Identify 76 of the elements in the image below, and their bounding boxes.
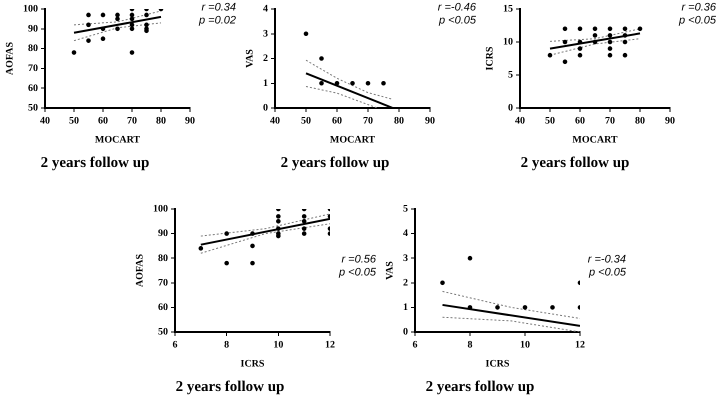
y-tick-label: 1	[263, 78, 268, 89]
y-tick-label: 4	[263, 4, 268, 15]
y-tick-label: 5	[508, 70, 513, 81]
y-axis-title: VAS	[244, 48, 256, 68]
text: p <0.05	[678, 14, 717, 27]
text: 2 years follow up	[280, 154, 390, 171]
x-tick-label: 90	[665, 116, 675, 127]
text: p <0.05	[338, 266, 377, 279]
text: p <0.05	[588, 266, 627, 279]
x-tick-label: 8	[468, 340, 472, 351]
y-tick-label: 15	[503, 4, 513, 15]
y-tick-label: 100	[153, 204, 168, 215]
y-tick-label: 80	[28, 43, 38, 54]
text: p <0.05	[438, 14, 477, 27]
y-tick-label: 70	[158, 277, 168, 288]
x-axis-title: ICRS	[486, 358, 510, 370]
x-tick-label: 10	[520, 340, 530, 351]
text: p =0.02	[198, 14, 236, 27]
y-tick-label: 60	[28, 82, 38, 94]
y-tick-label: 2	[403, 277, 408, 288]
x-tick-label: 70	[127, 116, 137, 127]
x-axis-title: ICRS	[240, 358, 265, 370]
x-tick-label: 12	[325, 340, 335, 351]
x-tick-label: 6	[172, 340, 178, 351]
x-tick-label: 50	[545, 116, 555, 127]
y-tick-label: 3	[263, 28, 268, 40]
x-tick-label: 90	[185, 116, 195, 127]
y-axis-title: AOFAS	[4, 41, 16, 76]
text: r =0.36	[681, 2, 717, 14]
y-tick-label: 4	[403, 228, 408, 240]
x-tick-label: 60	[575, 116, 585, 127]
y-tick-label: 0	[263, 102, 268, 114]
y-tick-label: 5	[403, 204, 408, 215]
text: r =-0.34	[588, 254, 626, 266]
y-tick-label: 50	[28, 102, 38, 114]
y-tick-label: 2	[263, 53, 268, 64]
y-tick-label: 90	[158, 228, 168, 240]
text: r =0.34	[201, 2, 236, 14]
x-axis-title: MOCART	[572, 134, 618, 146]
y-axis-title: VAS	[384, 260, 396, 280]
x-tick-label: 70	[605, 116, 615, 127]
x-tick-label: 80	[635, 116, 645, 127]
y-tick-label: 0	[508, 102, 513, 114]
y-tick-label: 60	[158, 302, 168, 313]
y-tick-label: 10	[503, 36, 513, 48]
x-tick-label: 12	[575, 340, 585, 351]
y-axis-title: ICRS	[484, 46, 496, 70]
x-tick-label: 70	[363, 116, 373, 127]
text: 2 years follow up	[520, 154, 630, 171]
x-tick-label: 60	[332, 116, 342, 127]
y-tick-label: 50	[158, 326, 168, 338]
x-tick-label: 8	[224, 340, 230, 351]
y-tick-label: 1	[403, 302, 408, 313]
y-tick-label: 0	[403, 326, 408, 338]
x-tick-label: 50	[301, 116, 311, 127]
x-tick-label: 6	[412, 340, 418, 351]
x-axis-title: MOCART	[94, 134, 140, 146]
x-tick-label: 40	[515, 116, 525, 127]
y-tick-label: 3	[403, 252, 408, 264]
y-tick-label: 80	[158, 252, 168, 264]
text: 2 years follow up	[176, 378, 284, 395]
text: 2 years follow up	[426, 378, 534, 395]
y-tick-label: 100	[23, 4, 38, 15]
text: r =-0.46	[438, 2, 477, 14]
text: r =0.56	[341, 254, 377, 266]
x-tick-label: 60	[98, 116, 108, 127]
y-tick-label: 70	[28, 62, 38, 74]
x-tick-label: 50	[69, 116, 79, 127]
x-tick-label: 40	[270, 116, 280, 127]
x-tick-label: 10	[273, 340, 284, 351]
text: 2 years follow up	[40, 154, 150, 171]
x-tick-label: 90	[425, 116, 435, 127]
x-tick-label: 40	[40, 116, 50, 127]
y-tick-label: 90	[28, 23, 38, 34]
y-axis-title: AOFAS	[134, 253, 146, 288]
x-axis-title: MOCART	[330, 134, 376, 146]
